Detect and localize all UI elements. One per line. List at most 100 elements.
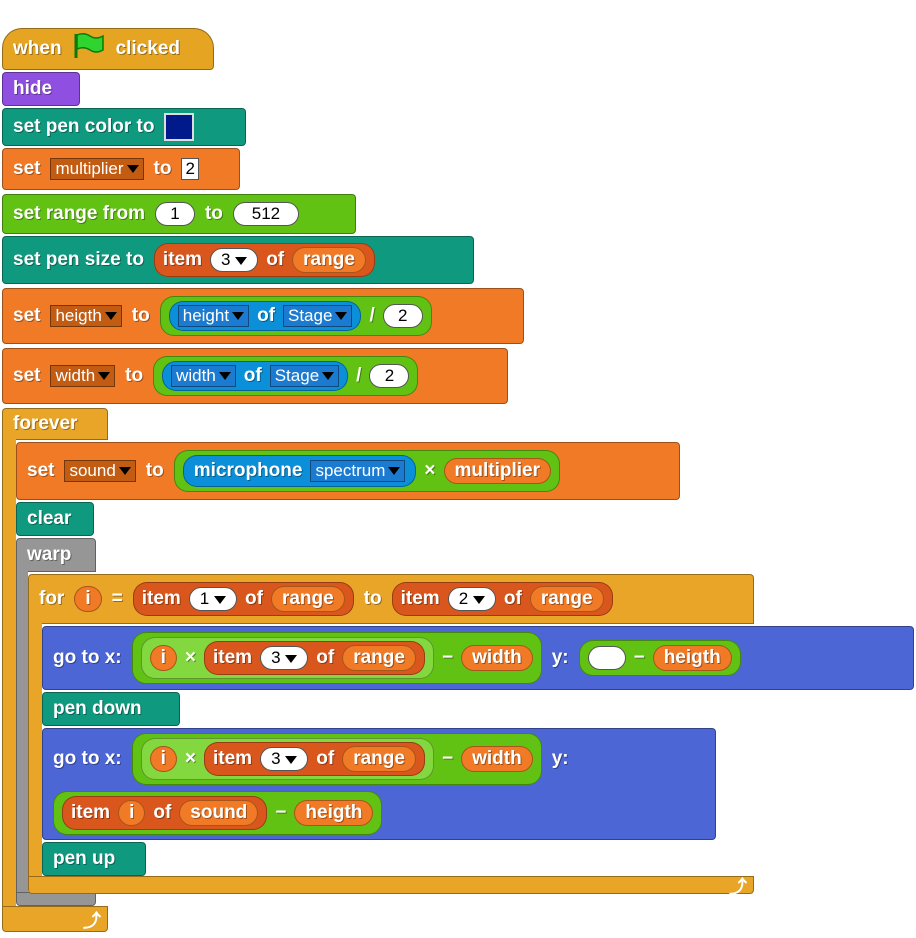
multiply-operator: ×	[424, 460, 436, 481]
range-variable[interactable]: range	[292, 247, 366, 273]
of-label: of	[316, 748, 335, 769]
multiplier-variable[interactable]: multiplier	[443, 458, 552, 484]
minus-reporter[interactable]: item i of sound − heigth	[53, 791, 383, 835]
index-dropdown[interactable]: 2	[447, 587, 496, 611]
item-of-reporter[interactable]: item 3 of range	[204, 742, 425, 776]
set-pen-color-block[interactable]: set pen color to	[2, 108, 246, 146]
range-variable[interactable]: range	[342, 645, 416, 671]
item-of-reporter[interactable]: item i of sound	[62, 796, 268, 830]
index-dropdown[interactable]: 1	[188, 587, 237, 611]
value-input[interactable]: 2	[181, 158, 199, 180]
range-to-label: to	[204, 203, 223, 224]
go-to-xy-block[interactable]: go to x: i × item 3 of range − width y: …	[42, 728, 716, 840]
forever-block[interactable]: forever	[2, 408, 108, 440]
pen-color-swatch[interactable]	[164, 113, 195, 141]
item-label: item	[71, 802, 111, 823]
warp-block[interactable]: warp	[16, 538, 96, 572]
warp-bottom	[16, 892, 96, 906]
divide-reporter[interactable]: width of Stage / 2	[153, 356, 419, 396]
item-of-reporter[interactable]: item 2 of range	[391, 582, 613, 616]
hide-block[interactable]: hide	[2, 72, 80, 106]
pen-up-label: pen up	[53, 848, 116, 869]
clicked-label: clicked	[115, 38, 180, 59]
range-to-input[interactable]: 512	[232, 202, 299, 226]
attribute-of-reporter[interactable]: height of Stage	[168, 301, 362, 331]
to-label: to	[363, 588, 382, 609]
heigth-variable[interactable]: heigth	[652, 645, 732, 671]
microphone-mode-dropdown[interactable]: spectrum	[310, 460, 406, 482]
loop-variable-i[interactable]: i	[149, 645, 177, 671]
set-label: set	[13, 365, 41, 386]
width-variable[interactable]: width	[461, 645, 533, 671]
range-variable[interactable]: range	[342, 746, 416, 772]
microphone-label: microphone	[193, 460, 303, 481]
go-to-xy-block[interactable]: go to x: i × item 3 of range − width y: …	[42, 626, 914, 690]
set-sound-block[interactable]: set sound to microphone spectrum × multi…	[16, 442, 680, 500]
range-variable[interactable]: range	[529, 586, 604, 612]
pen-down-block[interactable]: pen down	[42, 692, 180, 726]
of-label: of	[245, 588, 263, 609]
when-flag-clicked-hat[interactable]: when clicked	[2, 28, 214, 70]
empty-input[interactable]	[587, 646, 626, 670]
variable-dropdown[interactable]: multiplier	[50, 158, 144, 180]
object-dropdown[interactable]: Stage	[283, 305, 353, 327]
width-variable[interactable]: width	[461, 746, 533, 772]
dropdown-arrow-icon	[472, 596, 485, 604]
dropdown-arrow-icon	[388, 467, 401, 475]
item-of-reporter[interactable]: item 3 of range	[153, 243, 375, 277]
pen-up-block[interactable]: pen up	[42, 842, 146, 876]
set-label: set	[13, 158, 41, 179]
range-variable[interactable]: range	[270, 586, 345, 612]
clear-block[interactable]: clear	[16, 502, 94, 536]
when-label: when	[13, 38, 62, 59]
attribute-of-reporter[interactable]: width of Stage	[162, 361, 349, 391]
minus-reporter[interactable]: i × item 3 of range − width	[131, 733, 542, 785]
variable-dropdown[interactable]: heigth	[50, 305, 122, 327]
set-heigth-block[interactable]: set heigth to height of Stage / 2	[2, 288, 524, 344]
set-pen-size-block[interactable]: set pen size to item 3 of range	[2, 236, 474, 284]
multiply-reporter[interactable]: microphone spectrum × multiplier	[173, 450, 561, 492]
set-multiplier-block[interactable]: set multiplier to 2	[2, 148, 240, 190]
multiply-reporter[interactable]: i × item 3 of range	[140, 637, 434, 679]
multiply-reporter[interactable]: i × item 3 of range	[140, 738, 434, 780]
loop-variable-i[interactable]: i	[149, 746, 177, 772]
microphone-reporter[interactable]: microphone spectrum	[182, 455, 417, 487]
index-dropdown[interactable]: 3	[260, 646, 309, 670]
item-of-reporter[interactable]: item 3 of range	[204, 641, 425, 675]
item-of-reporter[interactable]: item 1 of range	[132, 582, 354, 616]
index-dropdown[interactable]: 3	[210, 248, 259, 272]
to-label: to	[131, 305, 150, 326]
minus-reporter[interactable]: i × item 3 of range − width	[131, 632, 542, 684]
sound-variable[interactable]: sound	[179, 800, 259, 826]
loop-arrow-icon: ⤴	[729, 877, 747, 897]
multiply-operator: ×	[184, 647, 196, 668]
attribute-dropdown[interactable]: width	[171, 365, 236, 387]
to-label: to	[125, 365, 144, 386]
set-range-block[interactable]: set range from 1 to 512	[2, 194, 356, 234]
of-label: of	[316, 647, 335, 668]
minus-reporter[interactable]: − heigth	[578, 640, 741, 676]
of-label: of	[153, 802, 172, 823]
loop-variable-i[interactable]: i	[118, 800, 146, 826]
minus-operator: −	[275, 802, 287, 823]
dropdown-arrow-icon	[104, 312, 117, 320]
variable-dropdown[interactable]: width	[50, 365, 116, 387]
forever-bottom[interactable]: ⤴	[2, 906, 108, 932]
loop-variable-i[interactable]: i	[74, 586, 102, 612]
range-from-input[interactable]: 1	[154, 202, 195, 226]
divisor-input[interactable]: 2	[369, 364, 410, 388]
for-bottom[interactable]: ⤴	[28, 876, 754, 897]
for-block[interactable]: for i = item 1 of range to item 2 of ran…	[28, 574, 754, 624]
variable-dropdown[interactable]: sound	[64, 460, 136, 482]
heigth-variable[interactable]: heigth	[294, 800, 374, 826]
divide-reporter[interactable]: height of Stage / 2	[159, 296, 432, 336]
set-width-block[interactable]: set width to width of Stage / 2	[2, 348, 508, 404]
attribute-dropdown[interactable]: height	[177, 305, 250, 327]
clear-label: clear	[27, 508, 72, 529]
dropdown-arrow-icon	[126, 165, 139, 173]
divisor-input[interactable]: 2	[382, 304, 423, 328]
dropdown-arrow-icon	[232, 312, 245, 320]
index-dropdown[interactable]: 3	[260, 747, 309, 771]
minus-operator: −	[441, 647, 454, 668]
object-dropdown[interactable]: Stage	[269, 365, 340, 387]
